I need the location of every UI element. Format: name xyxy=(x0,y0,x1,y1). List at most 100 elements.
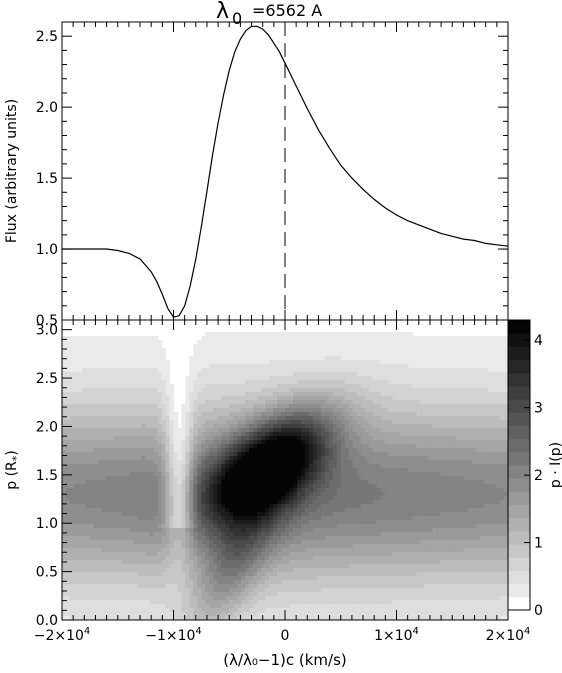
heatmap-cell xyxy=(316,404,322,409)
heatmap-cell xyxy=(197,540,202,545)
heatmap-cell xyxy=(245,532,250,537)
heatmap-cell xyxy=(308,396,314,401)
heatmap-cell xyxy=(205,468,210,473)
heatmap-cell xyxy=(113,616,119,620)
heatmap-cell xyxy=(257,484,262,489)
heatmap-cell xyxy=(308,440,314,445)
heatmap-cell xyxy=(217,524,222,529)
heatmap-cell xyxy=(137,380,143,385)
heatmap-cell xyxy=(257,616,262,620)
heatmap-cell xyxy=(117,452,123,457)
heatmap-cell xyxy=(332,388,338,393)
heatmap-cell xyxy=(249,460,254,465)
heatmap-cell xyxy=(292,528,298,533)
heatmap-cell xyxy=(85,548,91,553)
heatmap-cell xyxy=(237,568,242,573)
heatmap-cell xyxy=(312,440,318,445)
heatmap-cell xyxy=(125,464,131,469)
heatmap-cell xyxy=(336,336,342,341)
heatmap-cell xyxy=(237,460,242,465)
heatmap-cell xyxy=(312,392,318,397)
heatmap-cell xyxy=(89,616,95,620)
heatmap-cell xyxy=(141,440,147,445)
heatmap-cell xyxy=(265,440,270,445)
heatmap-cell xyxy=(181,604,187,609)
heatmap-cell xyxy=(73,560,79,565)
heatmap-cell xyxy=(101,596,107,601)
heatmap-cell xyxy=(73,484,79,489)
heatmap-cell xyxy=(185,544,191,549)
heatmap-cell xyxy=(89,416,95,421)
heatmap-cell xyxy=(101,616,107,620)
heatmap-cell xyxy=(65,504,71,509)
heatmap-cell xyxy=(277,568,282,573)
heatmap-cell xyxy=(312,364,318,369)
heatmap-cell xyxy=(324,508,330,513)
heatmap-cell xyxy=(336,392,342,397)
heatmap-cell xyxy=(133,592,139,597)
heatmap-cell xyxy=(328,604,334,609)
heatmap-cell xyxy=(233,504,238,509)
heatmap-cell xyxy=(113,488,119,493)
heatmap-cell xyxy=(145,616,151,620)
heatmap-cell xyxy=(324,604,330,609)
heatmap-cell xyxy=(304,340,310,345)
heatmap-cell xyxy=(273,444,278,449)
heatmap-cell xyxy=(145,400,151,405)
heatmap-cell xyxy=(93,392,99,397)
heatmap-cell xyxy=(201,596,206,601)
heatmap-cell xyxy=(69,392,75,397)
heatmap-cell xyxy=(97,544,103,549)
heatmap-cell xyxy=(201,500,206,505)
heatmap-cell xyxy=(209,344,214,349)
heatmap-cell xyxy=(185,528,191,533)
heatmap-cell xyxy=(69,384,75,389)
heatmap-cell xyxy=(62,396,67,401)
heatmap-cell xyxy=(308,456,314,461)
heatmap-cell xyxy=(173,588,179,593)
heatmap-cell xyxy=(141,616,147,620)
heatmap-cell xyxy=(249,396,254,401)
heatmap-cell xyxy=(113,396,119,401)
heatmap-cell xyxy=(324,364,330,369)
heatmap-cell xyxy=(285,492,290,497)
heatmap-cell xyxy=(241,484,246,489)
heatmap-cell xyxy=(169,540,175,545)
heatmap-cell xyxy=(89,336,95,341)
heatmap-cell xyxy=(213,352,218,357)
heatmap-cell xyxy=(233,540,238,545)
heatmap-cell xyxy=(153,496,159,501)
heatmap-cell xyxy=(261,600,266,605)
heatmap-cell xyxy=(320,616,326,620)
heatmap-cell xyxy=(201,448,206,453)
heatmap-cell xyxy=(85,576,91,581)
heatmap-cell xyxy=(141,480,147,485)
heatmap-cell xyxy=(181,564,187,569)
heatmap-cell xyxy=(261,488,266,493)
heatmap-cell xyxy=(197,436,202,441)
heatmap-cell xyxy=(141,356,147,361)
heatmap-cell xyxy=(125,556,131,561)
heatmap-cell xyxy=(81,576,87,581)
heatmap-cell xyxy=(62,476,67,481)
heatmap-cell xyxy=(81,348,87,353)
heatmap-cell xyxy=(165,404,171,409)
heatmap-cell xyxy=(145,472,151,477)
heatmap-cell xyxy=(93,596,99,601)
heatmap-cell xyxy=(201,372,206,377)
heatmap-cell xyxy=(308,588,314,593)
heatmap-cell xyxy=(288,332,294,337)
heatmap-cell xyxy=(149,516,155,521)
heatmap-cell xyxy=(332,580,338,585)
heatmap-cell xyxy=(62,480,67,485)
heatmap-cell xyxy=(109,592,115,597)
heatmap-cell xyxy=(328,364,334,369)
heatmap-cell xyxy=(205,560,210,565)
heatmap-cell xyxy=(273,528,278,533)
heatmap-cell xyxy=(181,560,187,565)
heatmap-cell xyxy=(249,448,254,453)
heatmap-cell xyxy=(153,556,159,561)
heatmap-cell xyxy=(205,388,210,393)
heatmap-cell xyxy=(161,508,167,513)
heatmap-cell xyxy=(73,508,79,513)
